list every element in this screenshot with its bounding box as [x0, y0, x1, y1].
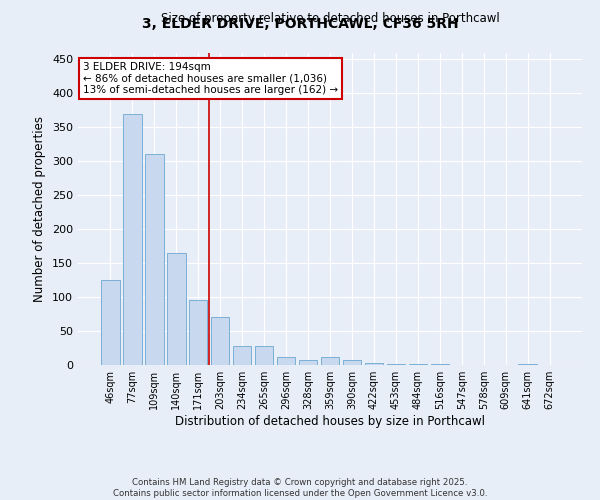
Bar [211, 318, 229, 365]
Bar [386, 364, 405, 365]
Bar [343, 360, 361, 365]
Y-axis label: Number of detached properties: Number of detached properties [34, 116, 46, 302]
Bar [255, 346, 274, 365]
Bar [320, 357, 340, 365]
Bar [145, 154, 164, 365]
Bar [233, 346, 251, 365]
Bar [431, 364, 449, 365]
Bar [299, 360, 317, 365]
Bar [123, 114, 142, 365]
Text: Contains HM Land Registry data © Crown copyright and database right 2025.
Contai: Contains HM Land Registry data © Crown c… [113, 478, 487, 498]
Bar [167, 253, 185, 365]
Bar [409, 364, 427, 365]
Bar [277, 357, 295, 365]
Bar [365, 363, 383, 365]
Bar [518, 364, 537, 365]
X-axis label: Distribution of detached houses by size in Porthcawl: Distribution of detached houses by size … [175, 415, 485, 428]
Bar [189, 300, 208, 365]
Text: 3 ELDER DRIVE: 194sqm
← 86% of detached houses are smaller (1,036)
13% of semi-d: 3 ELDER DRIVE: 194sqm ← 86% of detached … [83, 62, 338, 95]
Bar [101, 280, 119, 365]
Title: Size of property relative to detached houses in Porthcawl: Size of property relative to detached ho… [161, 12, 499, 25]
Text: 3, ELDER DRIVE, PORTHCAWL, CF36 5RH: 3, ELDER DRIVE, PORTHCAWL, CF36 5RH [142, 18, 458, 32]
